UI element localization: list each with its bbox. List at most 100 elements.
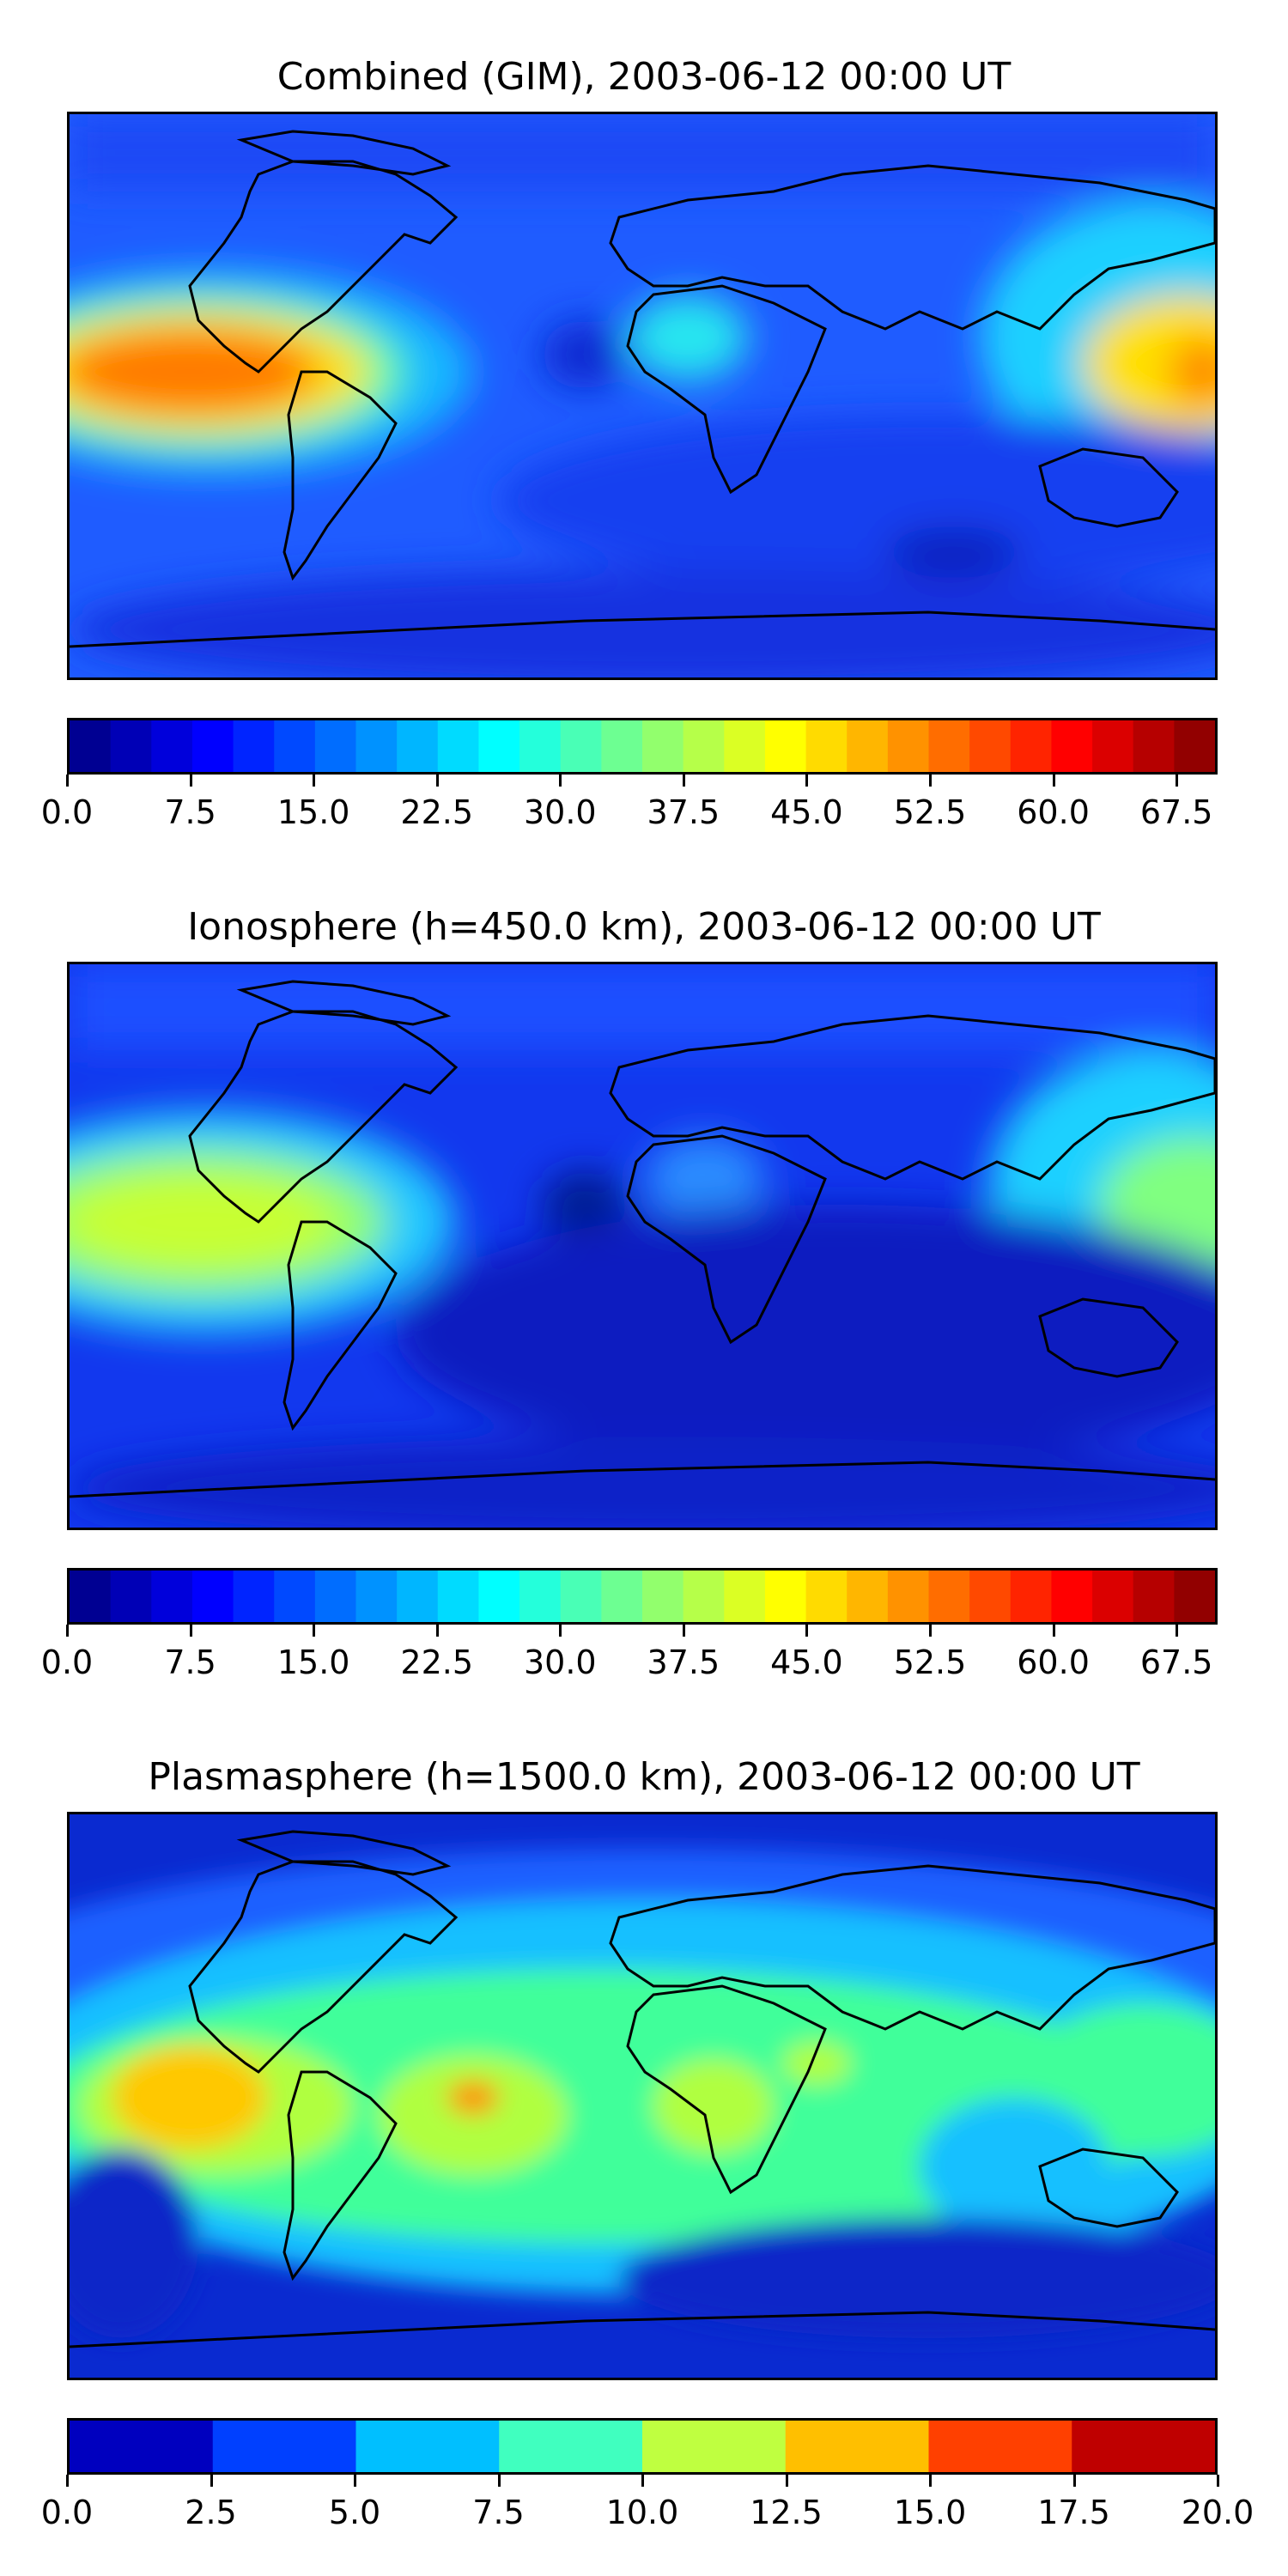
colorbar-swatches [70,2421,1215,2472]
colorbar-swatch [70,720,112,772]
colorbar-tick-label: 52.5 [893,1643,967,1681]
colorbar-tick [1052,775,1055,787]
colorbar-tick [66,1625,69,1637]
colorbar-tick-label: 15.0 [276,1643,350,1681]
colorbar-tick [559,775,562,787]
colorbar-tick-label: 0.0 [40,1643,94,1681]
panel-title: Combined (GIM), 2003-06-12 00:00 UT [276,55,1012,99]
colorbar-swatch [519,1571,562,1622]
colorbar-tick-label: 20.0 [1181,2494,1255,2531]
colorbar-swatch [151,720,193,772]
colorbar-swatch [397,1571,439,1622]
colorbar-swatch [928,2421,1072,2472]
colorbar-swatch [1010,720,1052,772]
colorbar-swatch [805,1571,848,1622]
colorbar-ticks-combined: 0.0 7.5 15.0 22.5 30.0 37.5 45.0 52.5 60.0 67.5 [41,775,1218,835]
colorbar-tick [929,775,932,787]
colorbar-swatch [1092,720,1134,772]
colorbar-swatch [1133,1571,1175,1622]
coastlines [70,980,1215,1498]
colorbar-swatch [1174,1571,1215,1622]
colorbar-tick [929,1625,932,1637]
colorbar-swatch [642,2421,787,2472]
colorbar-tick-label: 45.0 [770,1643,843,1681]
colorbar-tick [189,1625,192,1637]
colorbar-tick [1072,2475,1076,2487]
colorbar-tick [313,775,316,787]
colorbar-swatch [233,1571,275,1622]
colorbar-tick-label: 0.0 [40,793,94,831]
colorbar-swatch [1174,720,1215,772]
map-combined [67,112,1218,680]
colorbar-swatch [969,1571,1012,1622]
colorbar-tick [1176,1625,1179,1637]
colorbar-tick [66,2475,69,2487]
map-combined-svg [70,114,1215,677]
colorbar-tick [559,1625,562,1637]
colorbar-swatch [887,720,929,772]
colorbar-swatch [478,720,520,772]
colorbar-ticks-plasmasphere: 0.0 2.5 5.0 7.5 10.0 12.5 15.0 17.5 20.0 [41,2475,1254,2535]
colorbar-tick-label: 10.0 [605,2494,679,2531]
colorbar-tick [805,1625,809,1637]
colorbar-swatch [274,720,316,772]
colorbar-tick-label: 60.0 [1017,793,1090,831]
colorbar-tick-label: 7.5 [164,793,216,831]
colorbar-tick [435,1625,439,1637]
colorbar-tick [354,2475,356,2487]
colorbar-swatch [110,720,152,772]
colorbar-tick-label: 22.5 [400,1643,474,1681]
colorbar-tick-label: 37.5 [647,793,720,831]
colorbar-swatch [785,2421,929,2472]
colorbar-swatch [1092,1571,1134,1622]
colorbar-swatch [1133,720,1175,772]
colorbar-swatch [928,1571,970,1622]
panel-title: Ionosphere (h=450.0 km), 2003-06-12 00:0… [187,905,1101,949]
colorbar-tick [785,2475,788,2487]
colorbar-tick [189,775,192,787]
colorbar-tick-label: 60.0 [1017,1643,1090,1681]
colorbar-tick-label: 12.5 [750,2494,823,2531]
colorbar-swatch [642,720,684,772]
map-plasmasphere [67,1812,1218,2380]
colorbar-swatch [1072,2421,1215,2472]
colorbar-swatch [560,1571,602,1622]
colorbar-swatch [683,720,725,772]
colorbar-swatch [151,1571,193,1622]
colorbar-tick [66,775,69,787]
map-plasmasphere-svg [70,1814,1215,2378]
colorbar-tick [1052,1625,1055,1637]
colorbar-swatch [519,720,562,772]
colorbar-tick-label: 0.0 [40,2494,94,2531]
colorbar-tick [497,2475,501,2487]
colorbar-swatch [499,2421,643,2472]
panel-title: Plasmasphere (h=1500.0 km), 2003-06-12 0… [148,1755,1140,1799]
colorbar-tick-label: 15.0 [276,793,350,831]
colorbar-swatch [478,1571,520,1622]
colorbar-swatch [1051,1571,1093,1622]
colorbar-tick [313,1625,316,1637]
colorbar-tick-label: 30.0 [523,793,597,831]
colorbar-swatch [437,1571,479,1622]
colorbar-swatch [683,1571,725,1622]
colorbar-tick-label: 45.0 [770,793,843,831]
colorbar-tick [641,2475,644,2487]
colorbar-swatches [70,720,1215,772]
colorbar-swatch [233,720,275,772]
colorbar-swatch [314,1571,356,1622]
colorbar-swatch [764,1571,807,1622]
colorbar-tick-label: 2.5 [185,2494,237,2531]
colorbar-tick [435,775,439,787]
colorbar-swatch [724,720,766,772]
colorbar-swatch [560,720,602,772]
colorbar-swatch [355,720,398,772]
colorbar-tick-label: 52.5 [893,793,967,831]
colorbar-tick-label: 15.0 [893,2494,967,2531]
colorbar-tick-label: 67.5 [1139,1643,1213,1681]
colorbar-swatch [847,1571,889,1622]
map-ionosphere [67,962,1218,1530]
coastlines [70,1830,1215,2348]
map-ionosphere-svg [70,964,1215,1528]
colorbar-swatches [70,1571,1215,1622]
colorbar-ionosphere-svg [70,1571,1215,1622]
